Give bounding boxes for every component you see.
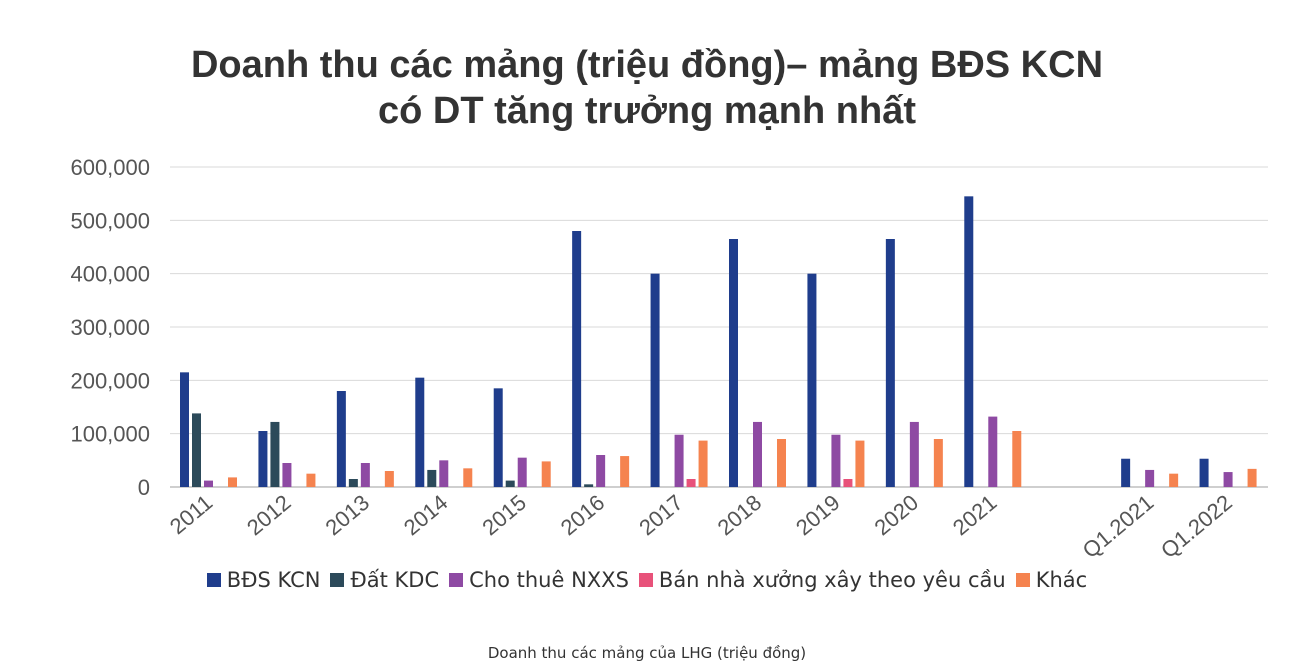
- bar: [620, 456, 630, 487]
- bar: [427, 469, 437, 487]
- bar: [596, 455, 606, 487]
- bar: [282, 463, 292, 487]
- bar: [336, 391, 346, 487]
- bar: [180, 372, 189, 487]
- y-tick-label: 400,000: [70, 262, 150, 287]
- legend-swatch-khac: [1015, 573, 1030, 587]
- bar: [1121, 458, 1131, 487]
- bar: [933, 439, 943, 487]
- legend-item-cho-thue: Cho thuê NXXS: [449, 568, 629, 592]
- bar: [1145, 469, 1155, 487]
- x-tick-label: Q1.2021: [1078, 490, 1159, 560]
- y-tick-label: 600,000: [70, 155, 150, 180]
- x-tick-label: 2020: [870, 490, 924, 541]
- x-tick-label: 2016: [556, 490, 610, 541]
- x-tick-label: 2019: [791, 490, 845, 541]
- bar: [1199, 458, 1209, 487]
- bar: [348, 479, 358, 487]
- legend-item-bds-kcn: BĐS KCN: [206, 568, 321, 592]
- y-tick-label: 500,000: [70, 208, 150, 233]
- bar: [1247, 468, 1257, 487]
- bar: [1012, 431, 1022, 487]
- legend-item-ban-nha-xuong: Bán nhà xưởng xây theo yêu cầu: [638, 568, 1006, 592]
- bar: [204, 480, 213, 487]
- x-tick-label: 2018: [713, 490, 767, 541]
- x-tick-label: 2012: [242, 490, 296, 541]
- bar: [505, 480, 515, 487]
- chart-title-line-2: có DT tăng trưởng mạnh nhất: [378, 90, 916, 132]
- legend-swatch-ban-nha-xuong: [638, 573, 653, 587]
- bar: [909, 421, 919, 487]
- bar: [753, 421, 762, 487]
- bar: [584, 484, 594, 487]
- bar: [270, 421, 280, 487]
- bar: [541, 461, 551, 487]
- bar: [674, 434, 684, 487]
- chart-title-line-1: Doanh thu các mảng (triệu đồng)– mảng BĐ…: [190, 44, 1104, 86]
- x-tick-label: 2011: [165, 490, 217, 540]
- x-tick-label: Q1.2022: [1156, 490, 1237, 560]
- x-tick-label: 2014: [399, 490, 453, 541]
- bar: [729, 239, 738, 487]
- bar: [698, 440, 708, 487]
- legend: BĐS KCN Đất KDC Cho thuê NXXS Bán nhà xư…: [0, 568, 1294, 592]
- bar: [1169, 473, 1179, 487]
- bar: [517, 457, 527, 487]
- bar: [258, 431, 268, 487]
- plot-area: 0 100,000 200,000 300,000 400,000 500,000 600,…: [70, 155, 1268, 560]
- legend-swatch-bds-kcn: [206, 573, 221, 587]
- legend-item-dat-kdc: Đất KDC: [330, 568, 439, 592]
- bar: [831, 434, 841, 487]
- bar: [1223, 472, 1233, 487]
- legend-item-khac: Khác: [1015, 568, 1088, 592]
- y-tick-label: 200,000: [70, 368, 150, 393]
- bar: [415, 377, 425, 487]
- y-tick-label: 100,000: [70, 422, 150, 447]
- bar: [306, 473, 316, 487]
- bar: [964, 196, 974, 488]
- bar: [686, 479, 696, 487]
- bar: [384, 471, 394, 487]
- bar: [572, 231, 582, 487]
- x-tick-label: 2021: [948, 490, 1002, 541]
- legend-swatch-dat-kdc: [330, 573, 345, 587]
- legend-label-khac: Khác: [1035, 568, 1088, 592]
- bar: [988, 416, 998, 487]
- bar: [439, 460, 449, 487]
- bar: [855, 440, 865, 487]
- legend-label-dat-kdc: Đất KDC: [350, 568, 440, 592]
- figure-caption: Doanh thu các mảng của LHG (triệu đồng): [487, 644, 807, 662]
- y-tick-label: 0: [138, 475, 150, 500]
- legend-label-cho-thue: Cho thuê NXXS: [469, 568, 629, 592]
- bar: [228, 477, 237, 487]
- bar: [843, 479, 853, 487]
- legend-label-bds-kcn: BĐS KCN: [226, 568, 321, 592]
- legend-label-ban-nha-xuong: Bán nhà xưởng xây theo yêu cầu: [658, 568, 1006, 592]
- bar: [493, 388, 503, 487]
- bar: [192, 413, 201, 487]
- bar: [807, 273, 817, 487]
- x-tick-label: 2015: [477, 490, 531, 541]
- y-tick-label: 300,000: [70, 315, 150, 340]
- bar: [885, 239, 895, 487]
- bar: [360, 463, 370, 487]
- x-tick-label: 2013: [321, 490, 375, 541]
- bar: [463, 468, 473, 487]
- x-tick-label: 2017: [634, 490, 688, 541]
- legend-swatch-cho-thue: [449, 573, 464, 587]
- bar: [777, 439, 786, 487]
- bar: [650, 273, 660, 487]
